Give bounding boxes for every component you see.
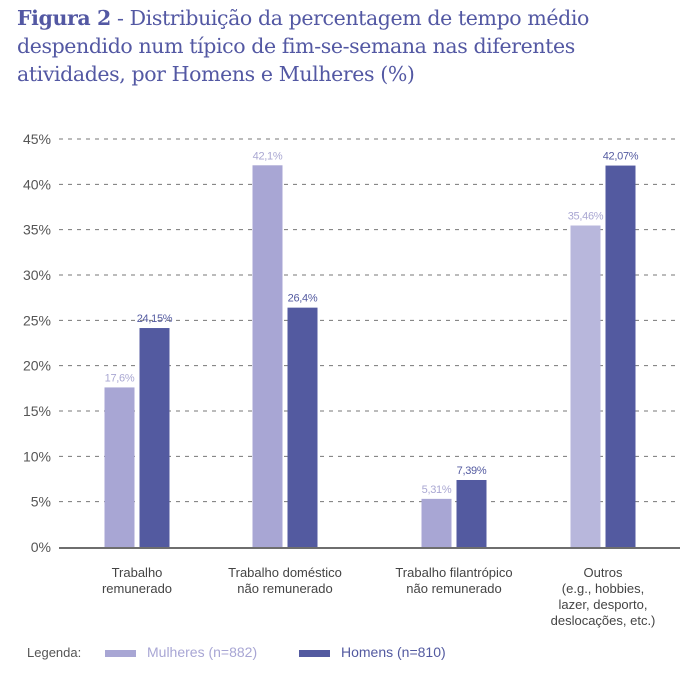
bar-mulheres xyxy=(570,225,601,547)
y-tick-label: 35% xyxy=(23,222,51,238)
x-tick-label: Trabalho remunerado xyxy=(101,565,173,596)
bar-homens xyxy=(139,328,170,547)
data-label: 5,31% xyxy=(422,484,452,496)
chart-title: Figura 2 - Distribuição da percentagem d… xyxy=(17,4,667,88)
y-tick-label: 5% xyxy=(31,494,51,510)
data-label: 42,1% xyxy=(253,150,283,162)
legend-label-homens: Homens (n=810) xyxy=(341,644,446,660)
x-tick-label: Trabalho filantrópico não remunerado xyxy=(395,565,513,596)
y-tick-label: 0% xyxy=(31,539,51,555)
legend-swatch-homens xyxy=(299,650,330,657)
data-label: 17,6% xyxy=(105,372,135,384)
y-tick-label: 10% xyxy=(23,448,51,464)
bar-mulheres xyxy=(104,387,135,547)
y-tick-label: 20% xyxy=(23,358,51,374)
data-label: 35,46% xyxy=(568,210,604,222)
figure-caption: - Distribuição da percentagem de tempo m… xyxy=(17,6,589,86)
bar-homens xyxy=(456,479,487,547)
data-label: 24,15% xyxy=(137,313,173,325)
bar-mulheres xyxy=(252,165,283,547)
bar-homens xyxy=(287,307,318,547)
data-label: 26,4% xyxy=(288,293,318,305)
x-tick-label: Trabalho doméstico não remunerado xyxy=(228,565,342,596)
bar-mulheres xyxy=(421,498,452,547)
y-tick-label: 40% xyxy=(23,176,51,192)
data-label: 7,39% xyxy=(457,465,487,477)
y-tick-label: 15% xyxy=(23,403,51,419)
y-tick-label: 45% xyxy=(23,131,51,147)
figure-number: Figura 2 xyxy=(17,6,111,30)
y-tick-label: 25% xyxy=(23,312,51,328)
y-tick-label: 30% xyxy=(23,267,51,283)
legend-swatch-mulheres xyxy=(105,650,136,657)
bar-homens xyxy=(605,165,636,547)
data-label: 42,07% xyxy=(603,151,639,163)
legend-label-mulheres: Mulheres (n=882) xyxy=(147,644,258,660)
x-tick-label: Outros (e.g., hobbies, lazer, desporto, des… xyxy=(550,565,656,628)
legend-title: Legenda: xyxy=(27,645,82,660)
